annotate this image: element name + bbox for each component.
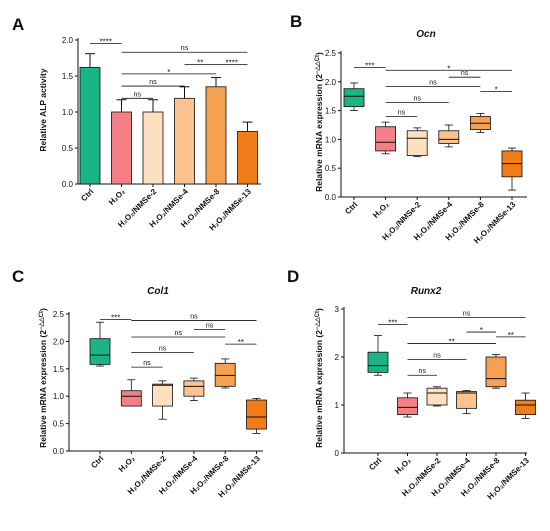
box bbox=[343, 88, 365, 107]
significance-label: **** bbox=[226, 58, 238, 67]
significance-label: ns bbox=[433, 352, 441, 359]
y-tick-label: 2.0 bbox=[62, 36, 74, 45]
box bbox=[152, 383, 174, 407]
significance-label: ns bbox=[175, 330, 183, 337]
y-tick-label: 2.0 bbox=[53, 337, 65, 346]
panel-letter-b: B bbox=[290, 12, 302, 31]
y-tick-label: 3 bbox=[335, 305, 340, 314]
significance-label: * bbox=[495, 86, 498, 95]
panel-letter-d: D bbox=[287, 267, 299, 286]
panel-letter-a: A bbox=[12, 15, 24, 34]
bar bbox=[205, 86, 227, 185]
y-tick-label: 1.0 bbox=[62, 108, 74, 117]
y-tick-label: 1.5 bbox=[53, 365, 65, 374]
chart-title-c: Col1 bbox=[147, 286, 169, 297]
box bbox=[214, 362, 236, 387]
y-tick-label: 0.5 bbox=[62, 144, 74, 153]
significance-label: ns bbox=[429, 79, 437, 86]
box bbox=[120, 390, 142, 407]
panel-letter-c: C bbox=[12, 267, 24, 286]
panel-d: D Runx2 Relative mRNA expression (2−△△Ct… bbox=[287, 267, 536, 501]
box bbox=[397, 397, 418, 415]
x-tick-label: H₂O₂ bbox=[393, 456, 413, 476]
significance-label: ns bbox=[181, 45, 189, 52]
panel-a: A Relative ALP activity 0.0 0.5 1.0 1.5 2.0 C… bbox=[12, 15, 261, 232]
bar bbox=[111, 111, 132, 185]
chart-title-d: Runx2 bbox=[411, 286, 442, 297]
x-tick-label: Ctrl bbox=[89, 454, 105, 470]
significance-label: ns bbox=[143, 360, 151, 367]
significance-label: * bbox=[167, 68, 170, 77]
significance-label: * bbox=[447, 64, 450, 73]
box bbox=[367, 351, 389, 373]
significance-label: ns bbox=[463, 311, 471, 318]
y-tick-label: 0.0 bbox=[53, 447, 65, 456]
y-tick-label: 1.5 bbox=[62, 72, 74, 81]
y-axis-label-c: Relative mRNA expression (2−△△Ct) bbox=[38, 308, 48, 448]
y-tick-label: 0.5 bbox=[325, 164, 337, 173]
panel-b: B Ocn Relative mRNA expression (2−△△Ct) … bbox=[290, 12, 527, 245]
y-tick-label: 1 bbox=[335, 401, 340, 410]
x-tick-label: H₂O₂ bbox=[107, 187, 127, 207]
box bbox=[406, 130, 428, 156]
box bbox=[89, 338, 111, 365]
y-tick-label: 1.5 bbox=[325, 107, 337, 116]
significance-label: ** bbox=[197, 58, 203, 67]
y-axis-label-d: Relative mRNA expression (2−△△Ct) bbox=[314, 308, 324, 448]
significance-label: ns bbox=[149, 79, 157, 86]
box bbox=[375, 126, 397, 152]
y-tick-label: 2 bbox=[335, 353, 340, 362]
significance-label: ns bbox=[159, 345, 167, 352]
y-tick-label: 1.0 bbox=[325, 135, 337, 144]
x-tick-label: Ctrl bbox=[343, 200, 359, 216]
box bbox=[246, 399, 267, 430]
significance-label: ns bbox=[206, 322, 214, 329]
x-tick-label: H₂O₂ bbox=[117, 454, 137, 474]
box bbox=[183, 380, 205, 397]
y-axis-label-a: Relative ALP activity bbox=[38, 68, 48, 151]
box bbox=[438, 130, 460, 144]
y-tick-label: 0.0 bbox=[62, 180, 74, 189]
significance-label: ns bbox=[134, 91, 142, 98]
bar bbox=[174, 97, 195, 185]
significance-label: ns bbox=[190, 314, 198, 321]
significance-label: ns bbox=[419, 368, 427, 375]
y-tick-label: 0 bbox=[335, 449, 340, 458]
x-tick-label: H₂O₂ bbox=[371, 200, 391, 220]
significance-label: ** bbox=[238, 338, 244, 347]
y-tick-label: 2.5 bbox=[325, 49, 337, 58]
bar bbox=[79, 66, 101, 185]
box bbox=[426, 387, 448, 406]
y-tick-label: 1.0 bbox=[53, 392, 65, 401]
bar bbox=[237, 131, 258, 185]
significance-label: ns bbox=[461, 70, 469, 77]
chart-title-b: Ocn bbox=[416, 29, 435, 40]
y-tick-label: 0.5 bbox=[53, 420, 65, 429]
significance-label: ** bbox=[508, 331, 514, 340]
bar bbox=[142, 111, 164, 185]
panel-c: C Col1 Relative mRNA expression (2−△△Ct)… bbox=[12, 267, 267, 499]
significance-label: ns bbox=[413, 96, 421, 103]
box bbox=[485, 356, 507, 388]
significance-label: ** bbox=[449, 338, 455, 347]
significance-label: ns bbox=[398, 109, 406, 116]
significance-label: *** bbox=[388, 318, 397, 327]
significance-label: *** bbox=[365, 61, 374, 70]
significance-label: **** bbox=[100, 38, 112, 47]
box bbox=[515, 399, 536, 416]
significance-label: * bbox=[480, 326, 483, 335]
y-tick-label: 2.0 bbox=[325, 78, 337, 87]
x-tick-label: Ctrl bbox=[79, 187, 95, 203]
x-tick-label: Ctrl bbox=[367, 456, 383, 472]
y-tick-label: 2.5 bbox=[53, 310, 65, 319]
y-axis-label-b: Relative mRNA expression (2−△△Ct) bbox=[314, 52, 324, 192]
y-tick-label: 0.0 bbox=[325, 193, 337, 202]
significance-label: *** bbox=[111, 313, 120, 322]
box bbox=[456, 391, 477, 409]
